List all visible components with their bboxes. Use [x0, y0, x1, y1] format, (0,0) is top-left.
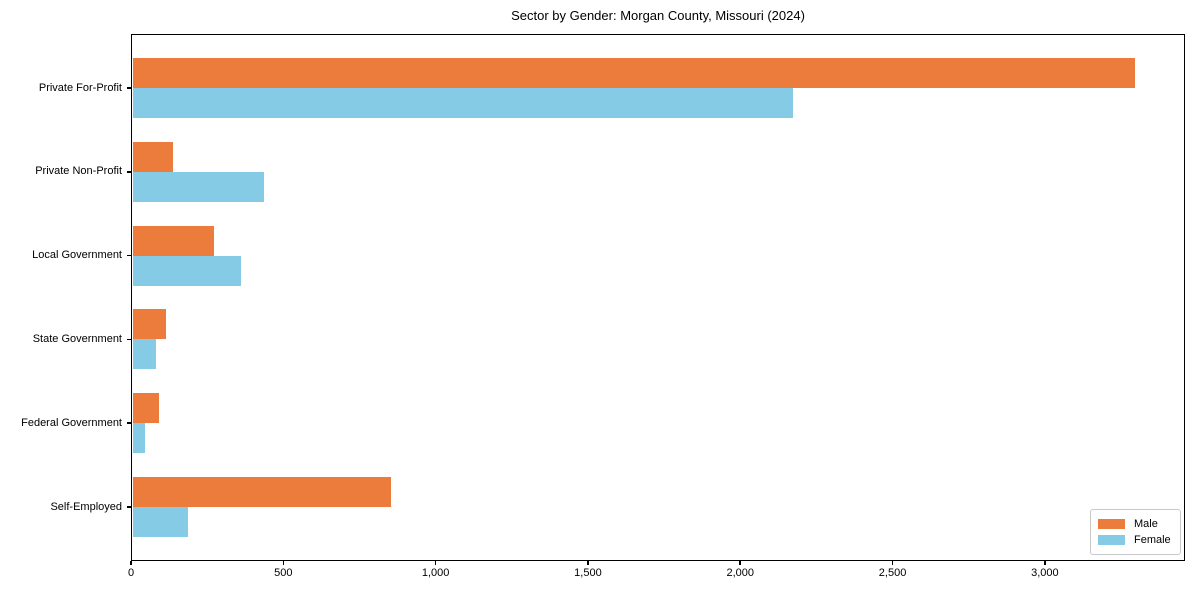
x-tick — [1044, 561, 1046, 565]
y-tick-label-state-government: State Government — [32, 332, 122, 345]
chart-title: Sector by Gender: Morgan County, Missour… — [511, 8, 805, 23]
y-tick — [127, 254, 131, 257]
y-tick — [127, 422, 131, 424]
y-tick-label-private-for-profit: Private For-Profit — [38, 81, 122, 94]
legend: Male Female — [1090, 509, 1181, 555]
x-tick-label-1000: 1,000 — [421, 567, 450, 579]
x-tick-label-2000: 2,000 — [726, 567, 754, 579]
y-tick-label-self-employed: Self-Employed — [50, 500, 122, 513]
y-tick — [127, 506, 131, 508]
plot-area — [131, 34, 1185, 561]
bar-female-private-for-profit — [132, 88, 793, 118]
x-tick-label-2500: 2,500 — [878, 567, 907, 579]
bar-female-state-government — [132, 339, 156, 370]
x-tick — [434, 561, 437, 565]
y-tick-label-federal-government: Federal Government — [21, 416, 122, 429]
x-tick — [130, 561, 132, 565]
y-tick — [127, 338, 131, 341]
y-tick — [127, 87, 131, 89]
x-tick-label-1500: 1,500 — [574, 567, 602, 579]
bar-male-state-government — [132, 309, 167, 340]
bar-male-local-government — [132, 225, 214, 256]
bar-female-federal-government — [132, 423, 145, 454]
bar-female-self-employed — [132, 507, 188, 537]
bar-female-local-government — [132, 255, 241, 286]
bar-female-private-non-profit — [132, 171, 264, 202]
x-tick-label-0: 0 — [127, 567, 135, 579]
y-tick — [127, 171, 131, 173]
bar-male-private-non-profit — [132, 141, 174, 172]
legend-label-male: Male — [1134, 517, 1158, 530]
y-tick-label-local-government: Local Government — [32, 249, 122, 262]
x-tick — [739, 561, 741, 565]
bar-male-self-employed — [132, 477, 391, 507]
x-tick — [587, 561, 589, 565]
legend-swatch-female — [1098, 534, 1125, 545]
legend-item-male: Male — [1098, 516, 1173, 531]
x-tick — [282, 561, 285, 565]
legend-item-female: Female — [1098, 532, 1173, 547]
x-tick-label-500: 500 — [274, 567, 293, 579]
bar-male-private-for-profit — [132, 58, 1135, 88]
x-tick-label-3000: 3,000 — [1031, 567, 1059, 579]
y-tick-label-private-non-profit: Private Non-Profit — [35, 165, 122, 178]
legend-label-female: Female — [1134, 533, 1171, 546]
x-tick — [891, 561, 894, 565]
legend-swatch-male — [1098, 518, 1125, 529]
bar-male-federal-government — [132, 393, 160, 424]
